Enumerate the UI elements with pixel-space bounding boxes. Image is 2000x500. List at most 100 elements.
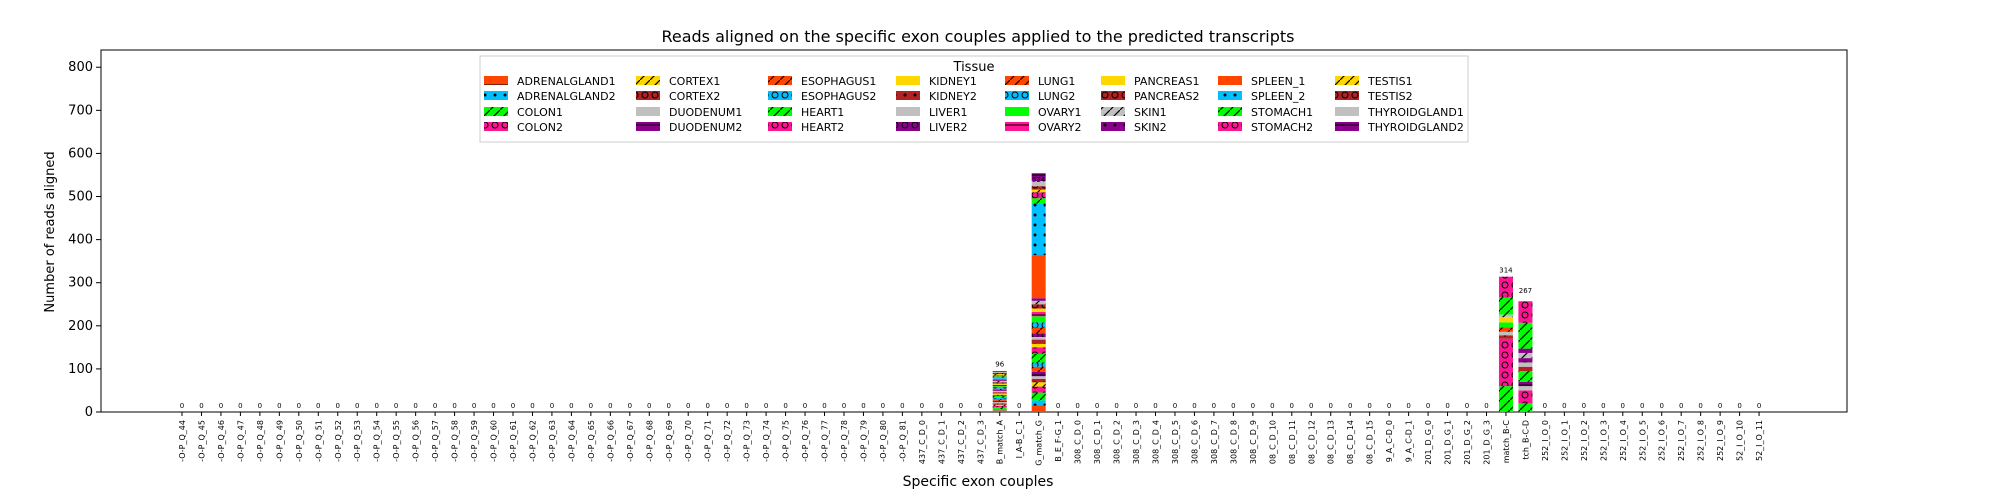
x-tick-label: 08_C_D_13 bbox=[1327, 420, 1336, 464]
bar-segment bbox=[992, 399, 1007, 401]
bar-total-label: 0 bbox=[1640, 402, 1644, 410]
bar-segment bbox=[992, 387, 1007, 389]
legend-swatch bbox=[768, 91, 792, 100]
legend-entry-label: LUNG1 bbox=[1038, 75, 1075, 88]
legend-entry-label: KIDNEY2 bbox=[929, 90, 977, 103]
x-tick-label: 308_C_D_3 bbox=[1132, 420, 1141, 464]
x-tick-label: -O-P_Q_72 bbox=[723, 420, 732, 462]
bar-total-label: 0 bbox=[1406, 402, 1410, 410]
bar-segment bbox=[1031, 255, 1046, 299]
bar-segment bbox=[1031, 327, 1046, 334]
legend-entry-label: KIDNEY1 bbox=[929, 75, 977, 88]
bar-total-label: 0 bbox=[1153, 402, 1157, 410]
legend-entry-label: PANCREAS2 bbox=[1134, 90, 1199, 103]
x-tick-label: -O-P_Q_53 bbox=[353, 420, 362, 462]
x-tick-label: 08_C_D_12 bbox=[1307, 420, 1316, 464]
x-tick-label: -O-P_Q_66 bbox=[606, 420, 615, 462]
bar-segment bbox=[1518, 352, 1533, 359]
bar-segment bbox=[1031, 371, 1046, 377]
x-tick-label: -O-P_Q_65 bbox=[587, 420, 596, 462]
x-tick-label: -O-P_Q_79 bbox=[859, 420, 868, 462]
bar-segment bbox=[1518, 358, 1533, 363]
bar-total-label: 0 bbox=[394, 402, 398, 410]
legend-entry-label: DUODENUM2 bbox=[669, 121, 742, 134]
x-tick-label: -O-P_Q_63 bbox=[548, 420, 557, 462]
bar-segment bbox=[992, 371, 1007, 373]
bar-segment bbox=[1518, 322, 1533, 349]
x-tick-label: 308_C_D_0 bbox=[1074, 420, 1083, 464]
bar-total-label: 0 bbox=[1134, 402, 1138, 410]
bar-segment bbox=[1031, 181, 1046, 187]
bar-total-label: 0 bbox=[822, 402, 826, 410]
x-tick-label: -O-P_Q_68 bbox=[645, 420, 654, 462]
bar-total-label: 0 bbox=[1328, 402, 1332, 410]
bar-total-label: 0 bbox=[297, 402, 301, 410]
bar-total-label: 0 bbox=[1621, 402, 1625, 410]
x-tick-label: -O-P_Q_77 bbox=[821, 420, 830, 462]
bar-total-label: 0 bbox=[491, 402, 495, 410]
bar-segment bbox=[992, 402, 1007, 404]
bar-segment bbox=[1498, 386, 1513, 412]
bar-total-label: 0 bbox=[1698, 402, 1702, 410]
bar-total-label: 0 bbox=[589, 402, 593, 410]
x-tick-label: -O-P_Q_64 bbox=[567, 420, 576, 462]
bar-segment bbox=[992, 397, 1007, 400]
legend-swatch bbox=[484, 107, 508, 116]
x-tick-label: 308_C_D_2 bbox=[1113, 420, 1122, 464]
legend-swatch bbox=[1101, 76, 1125, 85]
bar-total-label: 0 bbox=[939, 402, 943, 410]
bar-segment bbox=[992, 390, 1007, 391]
bar-total-label: 0 bbox=[219, 402, 223, 410]
legend-swatch bbox=[636, 107, 660, 116]
x-tick-label: -O-P_Q_44 bbox=[178, 420, 187, 462]
legend-entry-label: ADRENALGLAND2 bbox=[517, 90, 616, 103]
y-tick-label: 100 bbox=[68, 362, 93, 377]
bar-total-label: 0 bbox=[744, 402, 748, 410]
x-tick-label: 437_C_D_0 bbox=[918, 420, 927, 464]
x-tick-label: 252_I_O_7 bbox=[1677, 420, 1686, 461]
bar-segment bbox=[1031, 203, 1046, 256]
x-tick-label: -O-P_Q_51 bbox=[314, 420, 323, 462]
legend-entry-label: LIVER2 bbox=[929, 121, 968, 134]
x-tick-label: -O-P_Q_54 bbox=[373, 420, 382, 462]
bar-total-label: 0 bbox=[1192, 402, 1196, 410]
legend-entry-label: LUNG2 bbox=[1038, 90, 1075, 103]
bar-segment bbox=[1498, 317, 1513, 323]
bar-segment bbox=[1031, 186, 1046, 190]
y-tick-label: 800 bbox=[68, 60, 93, 75]
x-tick-label: 252_I_O_8 bbox=[1697, 420, 1706, 461]
x-tick-label: 308_C_D_7 bbox=[1210, 420, 1219, 464]
bar-total-label: 0 bbox=[705, 402, 709, 410]
x-tick-label: -O-P_Q_74 bbox=[762, 420, 771, 462]
legend-entry-label: COLON1 bbox=[517, 106, 563, 119]
x-tick-label: 252_I_O_3 bbox=[1599, 420, 1608, 461]
legend-swatch bbox=[1218, 107, 1242, 116]
bar-total-label: 0 bbox=[355, 402, 359, 410]
bar-segment bbox=[992, 371, 1007, 372]
x-tick-label: -O-P_Q_69 bbox=[665, 420, 674, 462]
bar-segment bbox=[992, 377, 1007, 379]
bar-total-label: 0 bbox=[1212, 402, 1216, 410]
x-tick-label: 252_I_O_0 bbox=[1541, 420, 1550, 461]
legend-title: Tissue bbox=[953, 60, 995, 75]
legend-swatch bbox=[1335, 76, 1359, 85]
legend-entry-label: LIVER1 bbox=[929, 106, 968, 119]
bar-segment bbox=[1518, 381, 1533, 387]
bar-segment bbox=[992, 390, 1007, 393]
x-tick-label: -O-P_Q_47 bbox=[236, 420, 245, 462]
x-tick-label: 308_C_D_4 bbox=[1152, 420, 1161, 464]
bar-total-label: 0 bbox=[1095, 402, 1099, 410]
x-tick-label: 201_D_G_2 bbox=[1463, 420, 1472, 465]
legend-swatch bbox=[1005, 76, 1029, 85]
x-tick-label: 437_C_D_2 bbox=[957, 420, 966, 464]
bar-total-label: 0 bbox=[258, 402, 262, 410]
bar-total-label: 0 bbox=[1465, 402, 1469, 410]
x-tick-label: -O-P_Q_46 bbox=[217, 420, 226, 462]
bar-segment bbox=[1031, 300, 1046, 305]
x-tick-label: B_E_F-G_1 bbox=[1054, 420, 1063, 462]
bar-segment bbox=[992, 400, 1007, 403]
bar-total-label: 0 bbox=[628, 402, 632, 410]
bar-segment bbox=[1498, 327, 1513, 332]
bar-segment bbox=[1498, 276, 1513, 298]
